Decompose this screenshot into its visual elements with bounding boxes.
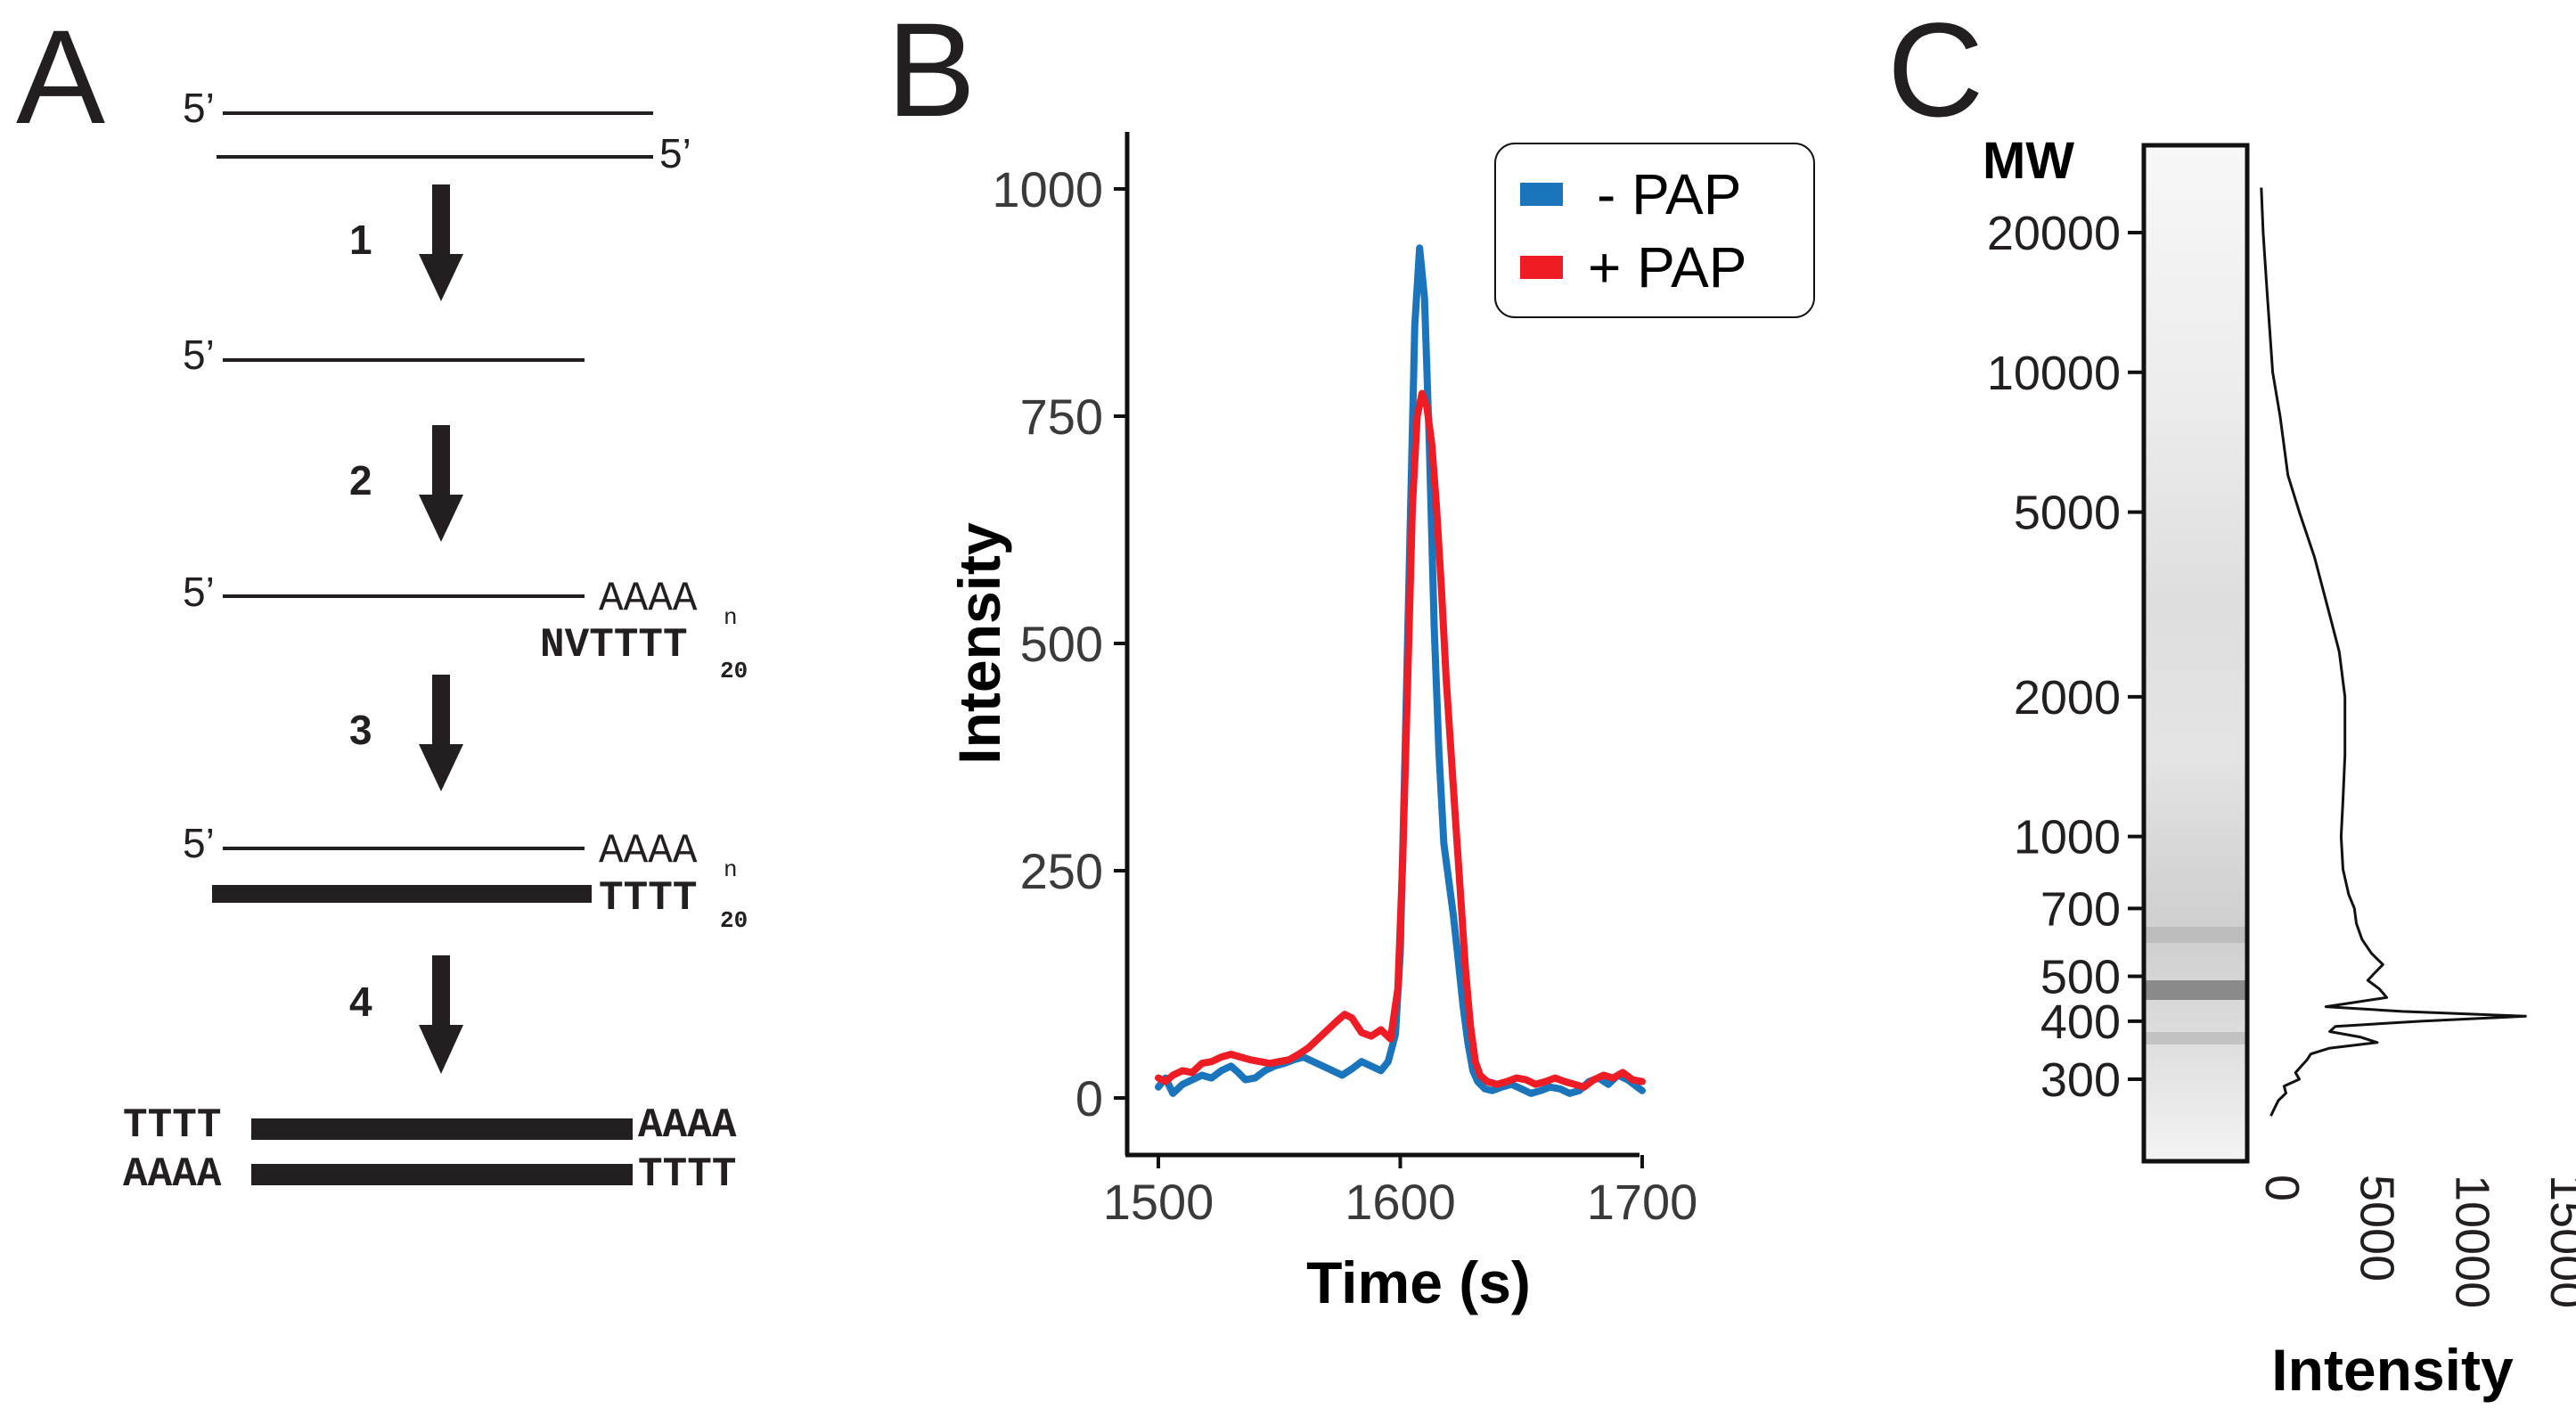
c-gel-band-upper (2144, 927, 2247, 943)
b-y-axis-label: Intensity (946, 522, 1012, 765)
polya-tail: AAAA (599, 576, 698, 622)
b-legend-swatch-plus-pap (1520, 256, 1563, 279)
step-1-arrow (419, 184, 463, 301)
b-y-ticks: 0 250 500 750 1000 (992, 161, 1127, 1126)
five-prime-label-tailed: 5’ (183, 569, 215, 615)
c-mw-tick-label: 300 (2040, 1053, 2121, 1107)
panel-letter-b: B (887, 0, 976, 144)
five-prime-label-bottom: 5’ (659, 130, 691, 176)
b-series-line-minus-pap (1155, 244, 1646, 1097)
c-trace-group (2260, 187, 2527, 1117)
b-y-tick-label: 250 (1020, 843, 1103, 899)
c-gel-lane (2141, 143, 2250, 1164)
c-intensity-ticks: 0 5000 10000 15000 (2255, 1175, 2576, 1308)
right-aaaa: AAAA (638, 1102, 737, 1149)
step-2-label: 2 (349, 457, 372, 504)
b-legend-label-plus-pap: + PAP (1588, 235, 1746, 299)
left-aaaa: AAAA (123, 1151, 222, 1198)
oligo-dt-ds: TTTT (599, 875, 697, 921)
left-tttt: TTTT (123, 1102, 221, 1149)
step-2-arrow (419, 425, 463, 542)
c-mw-tick-label: 700 (2040, 882, 2121, 936)
b-x-tick-label: 1500 (1103, 1174, 1214, 1230)
b-x-axis-label: Time (s) (1306, 1249, 1531, 1315)
b-y-tick-label: 1000 (992, 161, 1103, 217)
c-mw-tick-label: 400 (2040, 995, 2121, 1049)
panel-b: B 0 250 500 750 1000 1500 1600 1700 Time (s) I… (887, 0, 1815, 1315)
b-series-line-plus-pap (1155, 389, 1646, 1091)
panel-letter-a: A (16, 2, 105, 152)
c-mw-tick-label: 2000 (2014, 671, 2121, 725)
final-strand-top (251, 1118, 633, 1140)
polya-n-subscript-ds: n (724, 856, 738, 883)
c-mw-label: MW (1983, 132, 2074, 190)
b-legend: - PAP + PAP (1494, 143, 1815, 318)
final-strand-bottom (251, 1164, 633, 1185)
polya-n-subscript: n (724, 604, 738, 631)
c-mw-tick-label: 10000 (1987, 347, 2121, 400)
c-intensity-tick-label: 10000 (2445, 1175, 2498, 1308)
step-4-arrow (419, 955, 463, 1074)
polya-tail-ds: AAAA (599, 828, 698, 874)
b-legend-swatch-minus-pap (1520, 183, 1563, 206)
panel-a: A 5’ 5’ 1 5’ 2 5’ AAAA n NVTTTT 20 3 (16, 2, 748, 1198)
c-gel-band-main (2144, 980, 2247, 1000)
right-tttt: TTTT (638, 1151, 736, 1198)
c-intensity-trace (2260, 187, 2527, 1117)
b-x-tick-label: 1700 (1587, 1174, 1698, 1230)
b-x-tick-label: 1600 (1345, 1174, 1456, 1230)
panel-c: C MW 2000010000500020001000700500400300 … (1887, 0, 2576, 1403)
c-gel-background (2144, 145, 2247, 1161)
b-y-tick-label: 750 (1020, 389, 1103, 445)
c-gel-frame (2141, 143, 2250, 1164)
primer-20-subscript: 20 (720, 658, 748, 684)
cdna-strand-thick (212, 885, 592, 903)
c-mw-tick-label: 20000 (1987, 207, 2121, 260)
five-prime-label-ss: 5’ (183, 332, 215, 378)
c-intensity-tick-label: 15000 (2540, 1175, 2576, 1308)
c-mw-tick-label: 1000 (2014, 811, 2121, 864)
c-x-axis-label: Intensity (2271, 1337, 2514, 1403)
c-intensity-tick-label: 5000 (2351, 1175, 2404, 1282)
b-y-tick-label: 500 (1020, 616, 1103, 672)
c-gel-band-lower (2144, 1032, 2247, 1044)
step-3-arrow (419, 675, 463, 791)
c-intensity-tick-label: 0 (2255, 1175, 2309, 1201)
c-mw-tick-label: 500 (2040, 950, 2121, 1003)
panel-letter-c: C (1887, 0, 1983, 144)
nv-oligo-dt-primer: NVTTTT (540, 622, 688, 668)
step-3-label: 3 (349, 707, 372, 753)
b-legend-box (1494, 143, 1815, 318)
b-legend-label-minus-pap: - PAP (1597, 162, 1741, 226)
step-4-label: 4 (349, 979, 372, 1025)
five-prime-label-top: 5’ (183, 85, 215, 131)
b-y-tick-label: 0 (1075, 1070, 1103, 1126)
five-prime-label-ds: 5’ (183, 820, 215, 866)
b-series-group (1155, 244, 1646, 1097)
b-x-ticks: 1500 1600 1700 (1103, 1155, 1698, 1230)
step-1-label: 1 (349, 217, 372, 263)
c-mw-tick-label: 5000 (2014, 487, 2121, 540)
oligo-dt-20-subscript: 20 (720, 907, 748, 934)
